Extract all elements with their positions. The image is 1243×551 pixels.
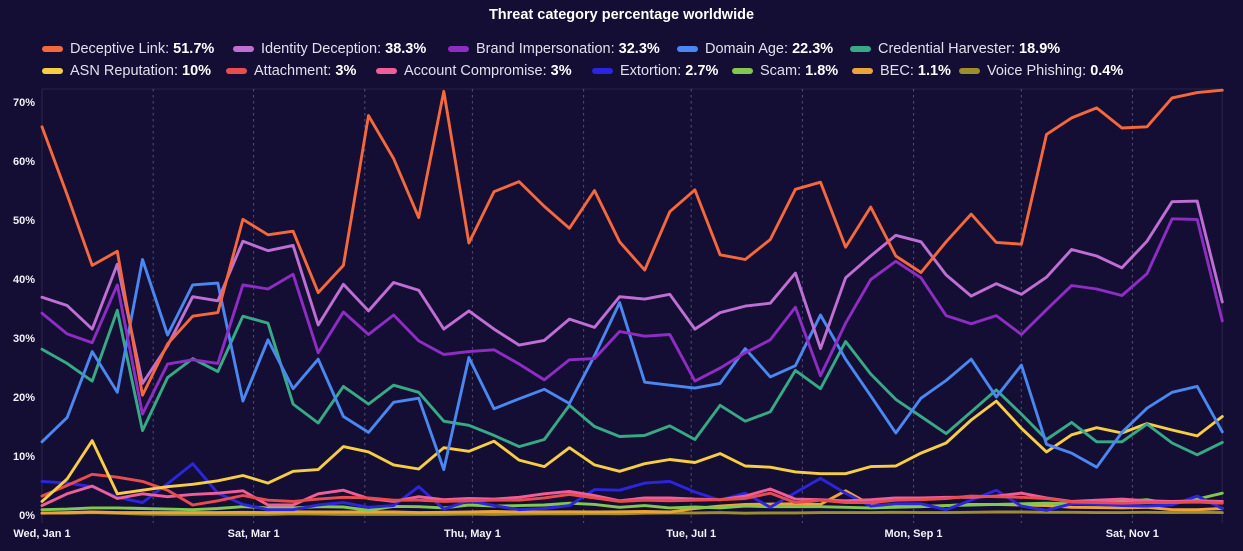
svg-text:50%: 50% <box>13 215 35 227</box>
svg-text:Thu, May 1: Thu, May 1 <box>444 528 501 540</box>
svg-text:Sat, Mar 1: Sat, Mar 1 <box>228 528 280 540</box>
svg-text:Sat, Nov 1: Sat, Nov 1 <box>1106 528 1159 540</box>
svg-text:70%: 70% <box>13 97 35 109</box>
svg-text:10%: 10% <box>13 451 35 463</box>
svg-text:Wed, Jan 1: Wed, Jan 1 <box>13 528 70 540</box>
svg-text:20%: 20% <box>13 392 35 404</box>
svg-text:Tue, Jul 1: Tue, Jul 1 <box>666 528 716 540</box>
svg-text:30%: 30% <box>13 333 35 345</box>
svg-text:40%: 40% <box>13 274 35 286</box>
svg-text:60%: 60% <box>13 156 35 168</box>
svg-text:Mon, Sep 1: Mon, Sep 1 <box>884 528 942 540</box>
svg-text:0%: 0% <box>19 510 35 522</box>
